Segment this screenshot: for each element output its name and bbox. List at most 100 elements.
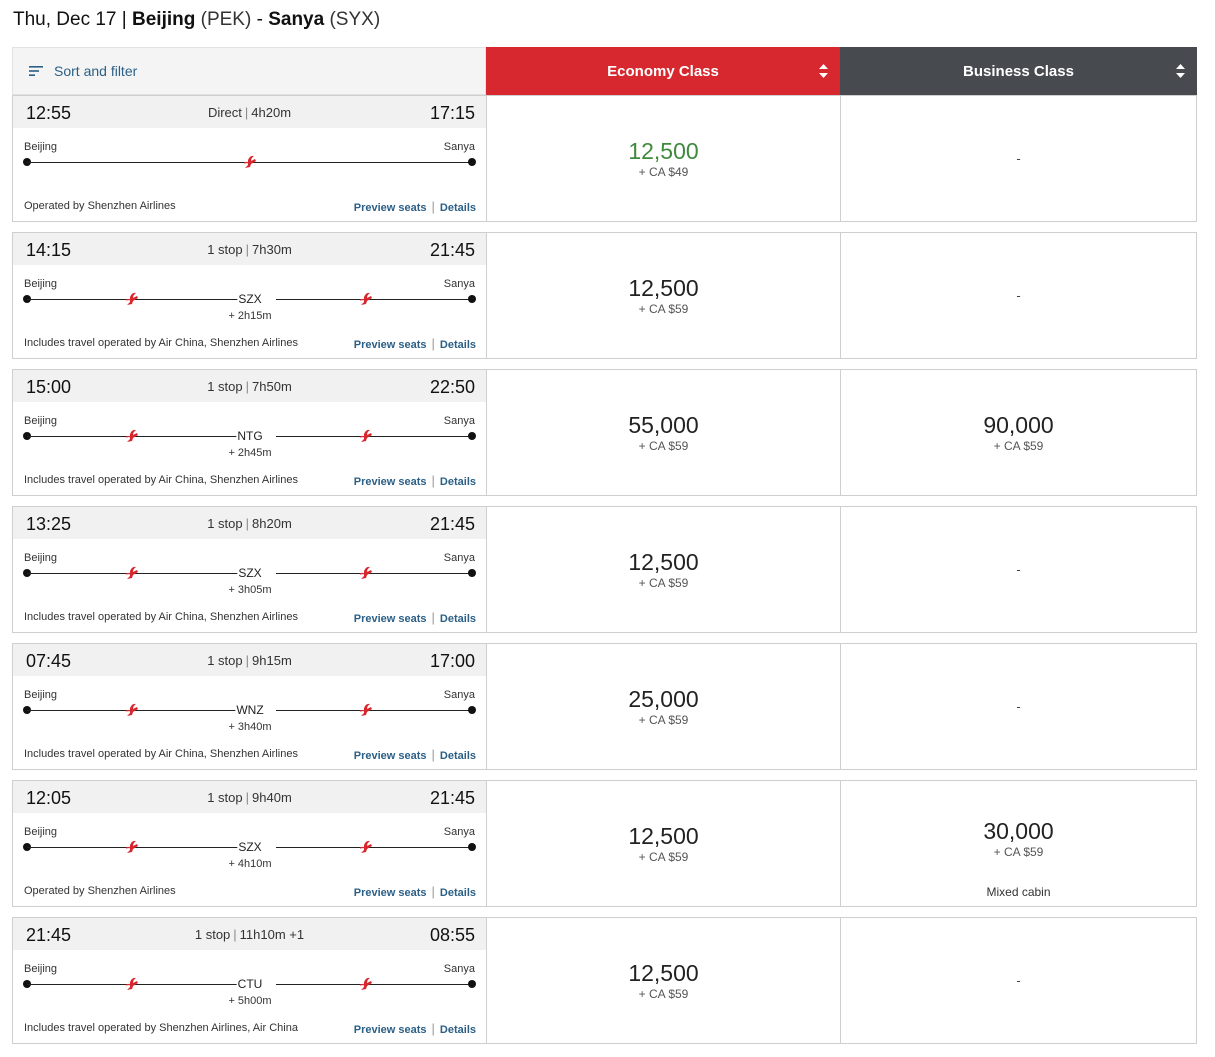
economy-price-cell[interactable]: 12,500 + CA $49 bbox=[487, 96, 841, 221]
airline-logo-icon bbox=[359, 565, 373, 581]
preview-seats-link[interactable]: Preview seats bbox=[353, 750, 427, 762]
link-separator: | bbox=[431, 1021, 435, 1036]
flight-summary: 1 stop | 11h10m +1 bbox=[13, 927, 486, 942]
summary-separator: | bbox=[245, 242, 250, 257]
summary-separator: | bbox=[245, 790, 250, 805]
details-link[interactable]: Details bbox=[439, 339, 476, 351]
origin-label: Beijing bbox=[24, 552, 58, 564]
business-price-cell: - bbox=[841, 918, 1196, 1043]
summary-separator: | bbox=[245, 379, 250, 394]
origin-label: Beijing bbox=[24, 689, 58, 701]
stops-count: 1 stop bbox=[207, 516, 243, 531]
economy-points: 12,500 bbox=[628, 823, 699, 849]
sort-arrows-icon bbox=[1176, 64, 1185, 78]
destination-label: Sanya bbox=[443, 963, 475, 975]
stops-count: 1 stop bbox=[207, 379, 243, 394]
economy-fee: + CA $59 bbox=[638, 850, 689, 864]
origin-label: Beijing bbox=[24, 826, 58, 838]
economy-price-cell[interactable]: 12,500 + CA $59 bbox=[487, 507, 841, 632]
economy-price-cell[interactable]: 25,000 + CA $59 bbox=[487, 644, 841, 769]
details-link[interactable]: Details bbox=[439, 613, 476, 625]
stopover-airport-code: WNZ bbox=[235, 703, 265, 717]
layover-duration: + 2h15m bbox=[228, 310, 272, 322]
time-bar: 13:25 1 stop | 8h20m 21:45 bbox=[13, 507, 486, 539]
economy-price-cell[interactable]: 12,500 + CA $59 bbox=[487, 233, 841, 358]
preview-seats-link[interactable]: Preview seats bbox=[353, 339, 427, 351]
flight-row[interactable]: 12:05 1 stop | 9h40m 21:45 Beijing Sanya SZX + 4… bbox=[12, 780, 1197, 907]
flight-summary: 1 stop | 9h15m bbox=[13, 653, 486, 668]
flight-info: 15:00 1 stop | 7h50m 22:50 Beijing Sanya NTG + 2… bbox=[13, 370, 487, 495]
unavailable-dash: - bbox=[1016, 288, 1021, 303]
layover-duration: + 3h40m bbox=[228, 721, 272, 733]
operated-by-text: Includes travel operated by Air China, S… bbox=[24, 611, 298, 623]
filter-icon bbox=[29, 66, 43, 76]
details-link[interactable]: Details bbox=[439, 476, 476, 488]
economy-fee: + CA $59 bbox=[638, 987, 689, 1001]
departure-time: 07:45 bbox=[26, 651, 72, 671]
economy-points: 12,500 bbox=[628, 275, 699, 301]
stopover-airport-code: NTG bbox=[236, 429, 264, 443]
departure-time: 13:25 bbox=[26, 514, 72, 534]
preview-seats-link[interactable]: Preview seats bbox=[353, 887, 427, 899]
flight-links: Preview seats | Details bbox=[354, 884, 476, 899]
airline-logo-icon bbox=[359, 291, 373, 307]
flight-row[interactable]: 15:00 1 stop | 7h50m 22:50 Beijing Sanya NTG + 2… bbox=[12, 369, 1197, 496]
operated-by-text: Includes travel operated by Air China, S… bbox=[24, 474, 298, 486]
flight-row[interactable]: 14:15 1 stop | 7h30m 21:45 Beijing Sanya SZX + 2… bbox=[12, 232, 1197, 359]
destination-label: Sanya bbox=[443, 826, 475, 838]
total-duration: 7h50m bbox=[252, 379, 292, 394]
layover-duration: + 3h05m bbox=[228, 584, 272, 596]
economy-fee: + CA $59 bbox=[638, 302, 689, 316]
economy-price-cell[interactable]: 55,000 + CA $59 bbox=[487, 370, 841, 495]
details-link[interactable]: Details bbox=[439, 887, 476, 899]
total-duration: 9h15m bbox=[252, 653, 292, 668]
business-price-cell: - bbox=[841, 96, 1196, 221]
economy-price-cell[interactable]: 12,500 + CA $59 bbox=[487, 918, 841, 1043]
arrival-time: 21:45 bbox=[429, 788, 475, 808]
title-separator: | bbox=[121, 9, 127, 30]
economy-price-cell[interactable]: 12,500 + CA $59 bbox=[487, 781, 841, 906]
departure-time: 12:05 bbox=[26, 788, 72, 808]
business-points: 30,000 bbox=[983, 818, 1054, 844]
time-bar: 12:55 Direct | 4h20m 17:15 bbox=[13, 96, 486, 128]
stopover-airport-code: SZX bbox=[237, 292, 263, 306]
unavailable-dash: - bbox=[1016, 973, 1021, 988]
airline-logo-icon bbox=[125, 976, 139, 992]
business-class-header[interactable]: Business Class bbox=[840, 47, 1197, 95]
flight-links: Preview seats | Details bbox=[354, 1021, 476, 1036]
business-price-cell[interactable]: 90,000 + CA $59 bbox=[841, 370, 1196, 495]
details-link[interactable]: Details bbox=[439, 202, 476, 214]
time-bar: 07:45 1 stop | 9h15m 17:00 bbox=[13, 644, 486, 676]
sort-and-filter-button[interactable]: Sort and filter bbox=[12, 47, 486, 95]
economy-class-header[interactable]: Economy Class bbox=[486, 47, 840, 95]
total-duration: 8h20m bbox=[252, 516, 292, 531]
details-link[interactable]: Details bbox=[439, 1024, 476, 1036]
stops-count: Direct bbox=[207, 105, 242, 120]
destination-dot bbox=[468, 295, 476, 303]
economy-fee: + CA $59 bbox=[638, 576, 689, 590]
destination-label: Sanya bbox=[443, 689, 475, 701]
flight-row[interactable]: 21:45 1 stop | 11h10m +1 08:55 Beijing Sanya CT… bbox=[12, 917, 1197, 1044]
flight-row[interactable]: 12:55 Direct | 4h20m 17:15 Beijing Sanya Operat… bbox=[12, 95, 1197, 222]
arrival-time: 08:55 bbox=[429, 925, 475, 945]
link-separator: | bbox=[431, 884, 435, 899]
travel-date: Thu, Dec 17 bbox=[13, 9, 117, 30]
unavailable-dash: - bbox=[1016, 151, 1021, 166]
business-price-cell[interactable]: 30,000 + CA $59 Mixed cabin bbox=[841, 781, 1196, 906]
details-link[interactable]: Details bbox=[439, 750, 476, 762]
preview-seats-link[interactable]: Preview seats bbox=[353, 613, 427, 625]
flight-info: 07:45 1 stop | 9h15m 17:00 Beijing Sanya WNZ + 3… bbox=[13, 644, 487, 769]
summary-separator: | bbox=[233, 927, 237, 942]
flight-links: Preview seats | Details bbox=[354, 199, 476, 214]
route-title: Thu, Dec 17 | Beijing (PEK) - Sanya (SYX… bbox=[13, 9, 380, 31]
preview-seats-link[interactable]: Preview seats bbox=[353, 1024, 427, 1036]
business-fee: + CA $59 bbox=[993, 439, 1044, 453]
flight-row[interactable]: 07:45 1 stop | 9h15m 17:00 Beijing Sanya WNZ + 3… bbox=[12, 643, 1197, 770]
preview-seats-link[interactable]: Preview seats bbox=[353, 476, 427, 488]
preview-seats-link[interactable]: Preview seats bbox=[353, 202, 427, 214]
flight-row[interactable]: 13:25 1 stop | 8h20m 21:45 Beijing Sanya SZX + 3… bbox=[12, 506, 1197, 633]
sort-and-filter-label: Sort and filter bbox=[54, 63, 138, 79]
economy-points: 12,500 bbox=[628, 138, 699, 164]
layover-duration: + 5h00m bbox=[228, 995, 272, 1007]
flight-summary: 1 stop | 9h40m bbox=[13, 790, 486, 805]
